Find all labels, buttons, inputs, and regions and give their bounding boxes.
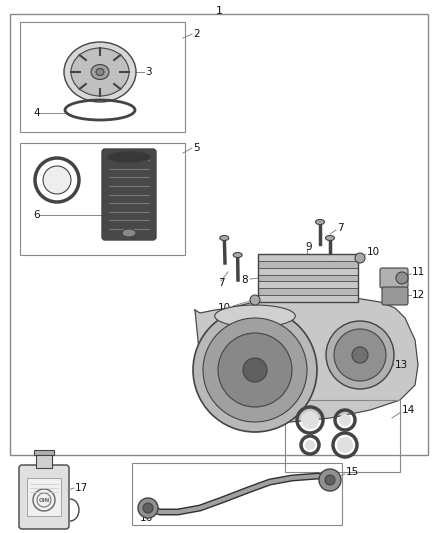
Bar (258, 268, 358, 274)
Bar (258, 254, 358, 302)
FancyBboxPatch shape (380, 268, 408, 288)
Text: 9: 9 (305, 242, 311, 252)
Circle shape (43, 166, 71, 194)
FancyBboxPatch shape (102, 149, 156, 240)
Text: 6: 6 (33, 210, 39, 220)
Circle shape (250, 295, 260, 305)
Bar (258, 261, 358, 268)
Ellipse shape (233, 253, 242, 257)
Bar (10, 14, 428, 455)
Text: 17: 17 (75, 483, 88, 493)
Text: OlN: OlN (39, 497, 49, 503)
Circle shape (319, 469, 341, 491)
Circle shape (352, 347, 368, 363)
Bar (285, 400, 400, 472)
Circle shape (396, 272, 408, 284)
Circle shape (143, 503, 153, 513)
Ellipse shape (315, 220, 325, 224)
Bar (258, 288, 358, 295)
Ellipse shape (122, 229, 136, 237)
Ellipse shape (96, 69, 104, 76)
Circle shape (339, 414, 351, 426)
Ellipse shape (325, 236, 335, 240)
Polygon shape (195, 296, 418, 422)
Circle shape (326, 321, 394, 389)
Text: 4: 4 (33, 108, 39, 118)
Bar (258, 254, 358, 261)
Text: 8: 8 (241, 275, 248, 285)
Text: 16: 16 (140, 513, 153, 523)
Bar (258, 295, 358, 302)
Text: 3: 3 (145, 67, 152, 77)
Text: 14: 14 (402, 405, 415, 415)
Circle shape (243, 358, 267, 382)
Bar (258, 274, 358, 281)
Text: 2: 2 (193, 29, 200, 39)
Ellipse shape (91, 64, 109, 79)
Text: 11: 11 (412, 267, 425, 277)
Circle shape (325, 475, 335, 485)
Bar (132, 463, 342, 525)
Text: 7: 7 (218, 278, 225, 288)
Ellipse shape (71, 48, 129, 96)
Bar (34, 450, 54, 455)
FancyBboxPatch shape (19, 465, 69, 529)
Text: 10: 10 (367, 247, 380, 257)
Ellipse shape (64, 42, 136, 102)
Ellipse shape (215, 305, 295, 327)
Circle shape (334, 329, 386, 381)
Text: 13: 13 (395, 360, 408, 370)
Text: 5: 5 (193, 143, 200, 153)
Ellipse shape (220, 236, 229, 240)
Text: 7: 7 (337, 223, 344, 233)
Circle shape (218, 333, 292, 407)
Text: 10: 10 (218, 303, 231, 313)
Circle shape (138, 498, 158, 518)
Bar (20, 143, 185, 255)
Text: 1: 1 (215, 6, 223, 16)
Circle shape (301, 411, 319, 429)
Bar (20, 22, 185, 132)
Circle shape (203, 318, 307, 422)
Bar (27, 478, 61, 516)
Circle shape (355, 253, 365, 263)
Circle shape (337, 437, 353, 453)
Circle shape (305, 440, 315, 450)
Text: 15: 15 (346, 467, 359, 477)
Circle shape (193, 308, 317, 432)
FancyBboxPatch shape (382, 287, 408, 305)
Ellipse shape (107, 151, 151, 163)
Text: 12: 12 (412, 290, 425, 300)
Bar (258, 281, 358, 288)
Bar (36, 454, 52, 468)
